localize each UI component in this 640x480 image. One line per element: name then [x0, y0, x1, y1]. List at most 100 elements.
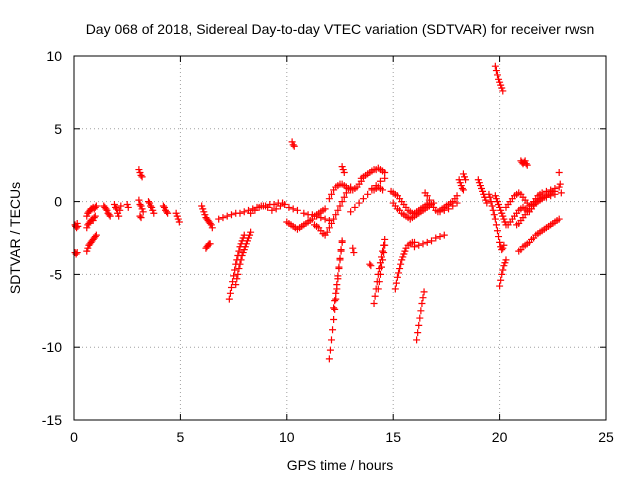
chart-title: Day 068 of 2018, Sidereal Day-to-day VTE…	[86, 21, 595, 37]
data-point	[499, 87, 507, 95]
data-point	[551, 187, 559, 195]
data-point	[74, 222, 82, 230]
data-point	[289, 205, 297, 213]
data-point	[113, 205, 121, 213]
data-point	[423, 192, 431, 200]
data-point	[425, 196, 433, 204]
data-point	[308, 211, 316, 219]
data-point	[136, 212, 144, 220]
grid-lines	[74, 56, 606, 420]
series-seg54	[555, 168, 565, 197]
data-point	[240, 208, 248, 216]
data-point	[325, 355, 333, 363]
data-point	[428, 237, 436, 245]
data-point	[232, 281, 240, 289]
data-point	[255, 203, 263, 211]
y-tick-label: 10	[46, 48, 62, 64]
series-seg34	[374, 241, 389, 293]
data-point	[236, 260, 244, 268]
data-point	[289, 141, 297, 149]
data-point	[116, 206, 124, 214]
series-seg22	[300, 209, 333, 225]
data-point	[317, 214, 325, 222]
data-point	[326, 346, 334, 354]
data-point	[492, 221, 500, 229]
data-point	[330, 215, 338, 223]
series-seg43	[459, 170, 470, 184]
data-point	[223, 212, 231, 220]
data-point	[91, 203, 99, 211]
data-point	[137, 214, 145, 222]
data-point	[290, 142, 298, 150]
data-point	[331, 305, 339, 313]
data-point	[233, 275, 241, 283]
data-point	[338, 198, 346, 206]
data-point	[419, 294, 427, 302]
data-point	[285, 203, 293, 211]
data-point	[251, 206, 259, 214]
data-point	[366, 260, 374, 268]
x-tick-label: 10	[279, 429, 295, 445]
series-seg5	[83, 231, 100, 255]
data-point	[321, 205, 329, 213]
data-point	[359, 195, 367, 203]
data-point	[215, 215, 223, 223]
data-point	[364, 190, 372, 198]
series-seg29	[357, 164, 389, 182]
data-point	[225, 295, 233, 303]
data-point	[379, 247, 387, 255]
series-seg32	[366, 260, 375, 270]
data-point	[111, 203, 119, 211]
data-point	[489, 206, 497, 214]
data-point	[91, 233, 99, 241]
data-point	[259, 202, 267, 210]
data-point	[491, 62, 499, 70]
data-point	[379, 186, 387, 194]
data-point	[419, 240, 427, 248]
data-point	[159, 202, 167, 210]
series-seg12	[159, 202, 172, 217]
data-point	[340, 193, 348, 201]
y-tick-label: 0	[54, 194, 62, 210]
data-point	[330, 304, 338, 312]
data-point	[325, 224, 333, 232]
data-point	[496, 238, 504, 246]
series-seg42	[455, 176, 467, 194]
data-point	[488, 202, 496, 210]
data-point	[490, 211, 498, 219]
data-point	[334, 272, 342, 280]
series-seg1	[71, 219, 82, 232]
data-point	[414, 329, 422, 337]
series-seg48	[496, 256, 510, 290]
data-point	[355, 199, 363, 207]
y-tick-label: 5	[54, 121, 62, 137]
data-point	[136, 201, 144, 209]
data-point	[206, 219, 214, 227]
series-seg30	[368, 183, 387, 194]
data-point	[498, 246, 506, 254]
data-point	[237, 256, 245, 264]
data-point	[413, 336, 421, 344]
series-seg47	[491, 192, 510, 229]
series-seg45	[485, 190, 508, 254]
series-seg6	[100, 202, 114, 220]
data-point	[175, 218, 183, 226]
data-point	[227, 284, 235, 292]
data-point	[523, 161, 531, 169]
data-point	[231, 266, 239, 274]
series-seg13	[172, 209, 183, 226]
data-point	[236, 209, 244, 217]
data-point	[415, 241, 423, 249]
series-seg18	[232, 228, 255, 289]
data-point	[393, 273, 401, 281]
data-point	[351, 203, 359, 211]
x-axis-label: GPS time / hours	[287, 457, 394, 473]
data-point	[327, 190, 335, 198]
series-seg2	[71, 249, 81, 258]
series-seg49	[502, 183, 563, 211]
data-point	[486, 193, 494, 201]
data-point	[270, 201, 278, 209]
data-point	[137, 171, 145, 179]
data-point	[500, 241, 508, 249]
